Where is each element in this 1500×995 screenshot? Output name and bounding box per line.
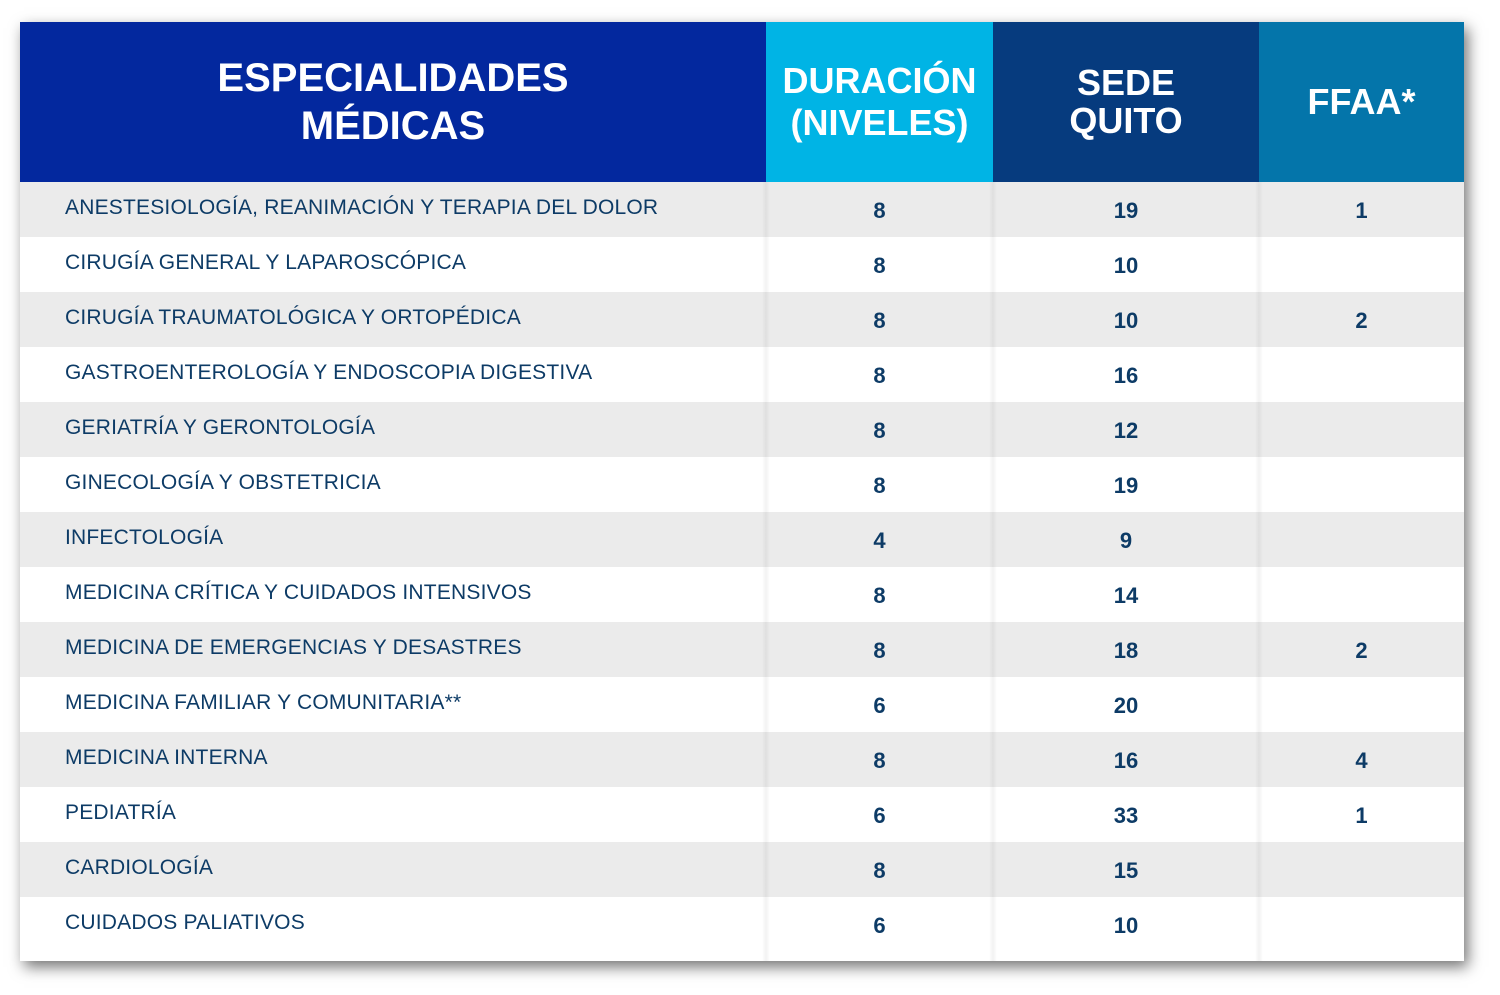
specialty-name: GINECOLOGÍA Y OBSTETRICIA — [65, 470, 381, 494]
sede-quito-value: 10 — [1113, 253, 1139, 278]
header-ffaa: FFAA* — [1259, 22, 1464, 182]
ffaa-value: 4 — [1355, 748, 1368, 773]
duration-value: 8 — [873, 363, 886, 388]
specialty-name: CARDIOLOGÍA — [65, 855, 214, 879]
specialty-name: GASTROENTEROLOGÍA Y ENDOSCOPIA DIGESTIVA — [65, 360, 593, 384]
table-row: MEDICINA CRÍTICA Y CUIDADOS INTENSIVOS 8 1… — [20, 567, 1464, 622]
sede-quito-value: 9 — [1119, 528, 1133, 553]
ffaa-value — [1259, 567, 1464, 622]
column-divider — [762, 182, 770, 961]
sede-quito-value: 15 — [1113, 858, 1139, 883]
duration-value: 6 — [873, 803, 886, 828]
duration-value: 8 — [873, 198, 886, 223]
duration-value: 8 — [873, 418, 886, 443]
ffaa-value — [1259, 402, 1464, 457]
table-row: ANESTESIOLOGÍA, REANIMACIÓN Y TERAPIA DE… — [20, 182, 1464, 237]
table-row: GINECOLOGÍA Y OBSTETRICIA 8 19 — [20, 457, 1464, 512]
table-row: MEDICINA INTERNA 8 16 4 — [20, 732, 1464, 787]
table-header: ESPECIALIDADES MÉDICAS DURACIÓN (NIVELES… — [20, 22, 1464, 182]
specialty-name: ANESTESIOLOGÍA, REANIMACIÓN Y TERAPIA DE… — [65, 195, 659, 219]
ffaa-value: 2 — [1355, 638, 1368, 663]
specialty-name: GERIATRÍA Y GERONTOLOGÍA — [65, 415, 376, 439]
ffaa-value — [1259, 897, 1464, 952]
specialty-name: MEDICINA CRÍTICA Y CUIDADOS INTENSIVOS — [65, 580, 532, 604]
specialties-table: ESPECIALIDADES MÉDICAS DURACIÓN (NIVELES… — [20, 22, 1464, 961]
column-divider — [1255, 182, 1263, 961]
ffaa-value — [1259, 512, 1464, 567]
duration-value: 6 — [873, 913, 886, 938]
table-row: PEDIATRÍA 6 33 1 — [20, 787, 1464, 842]
specialty-name: CIRUGÍA TRAUMATOLÓGICA Y ORTOPÉDICA — [65, 305, 521, 329]
column-divider — [989, 182, 997, 961]
sede-quito-value: 19 — [1113, 473, 1139, 498]
duration-value: 4 — [873, 528, 886, 553]
table-row: GASTROENTEROLOGÍA Y ENDOSCOPIA DIGESTIVA… — [20, 347, 1464, 402]
table-row: INFECTOLOGÍA 4 9 — [20, 512, 1464, 567]
ffaa-value — [1259, 347, 1464, 402]
specialty-name: CIRUGÍA GENERAL Y LAPAROSCÓPICA — [65, 250, 467, 274]
table-row: MEDICINA FAMILIAR Y COMUNITARIA** 6 20 — [20, 677, 1464, 732]
table-row: CARDIOLOGÍA 8 15 — [20, 842, 1464, 897]
specialty-name: MEDICINA INTERNA — [65, 745, 268, 769]
duration-value: 8 — [873, 638, 886, 663]
duration-value: 8 — [873, 473, 886, 498]
header-duration: DURACIÓN (NIVELES) — [766, 22, 993, 182]
ffaa-value: 1 — [1355, 198, 1368, 223]
ffaa-value — [1259, 237, 1464, 292]
duration-value: 8 — [873, 583, 886, 608]
table-row: MEDICINA DE EMERGENCIAS Y DESASTRES 8 18 2 — [20, 622, 1464, 677]
duration-value: 8 — [873, 253, 886, 278]
sede-quito-value: 12 — [1113, 418, 1139, 443]
specialty-name: CUIDADOS PALIATIVOS — [65, 910, 305, 934]
sede-quito-value: 18 — [1113, 638, 1139, 663]
sede-quito-value: 19 — [1113, 198, 1139, 223]
ffaa-value — [1259, 457, 1464, 512]
specialty-name: MEDICINA DE EMERGENCIAS Y DESASTRES — [65, 635, 522, 659]
sede-quito-value: 10 — [1113, 308, 1139, 333]
ffaa-value — [1259, 677, 1464, 732]
specialty-name: PEDIATRÍA — [65, 800, 177, 824]
table-row: CIRUGÍA GENERAL Y LAPAROSCÓPICA 8 10 — [20, 237, 1464, 292]
sede-quito-value: 10 — [1113, 913, 1139, 938]
specialty-name: INFECTOLOGÍA — [65, 525, 224, 549]
sede-quito-value: 16 — [1113, 748, 1139, 773]
ffaa-value: 1 — [1355, 803, 1368, 828]
header-sede-quito: SEDE QUITO — [993, 22, 1259, 182]
specialty-name: MEDICINA FAMILIAR Y COMUNITARIA** — [65, 690, 462, 714]
sede-quito-value: 33 — [1113, 803, 1139, 828]
table-row: CIRUGÍA TRAUMATOLÓGICA Y ORTOPÉDICA 8 10 2 — [20, 292, 1464, 347]
duration-value: 8 — [873, 858, 886, 883]
sede-quito-value: 14 — [1113, 583, 1139, 608]
table-body: ANESTESIOLOGÍA, REANIMACIÓN Y TERAPIA DE… — [20, 182, 1464, 952]
ffaa-value: 2 — [1355, 308, 1368, 333]
sede-quito-value: 16 — [1113, 363, 1139, 388]
header-specialties: ESPECIALIDADES MÉDICAS — [20, 22, 766, 182]
duration-value: 8 — [873, 748, 886, 773]
duration-value: 8 — [873, 308, 886, 333]
sede-quito-value: 20 — [1113, 693, 1139, 718]
ffaa-value — [1259, 842, 1464, 897]
table-row: CUIDADOS PALIATIVOS 6 10 — [20, 897, 1464, 952]
table-row: GERIATRÍA Y GERONTOLOGÍA 8 12 — [20, 402, 1464, 457]
duration-value: 6 — [873, 693, 886, 718]
